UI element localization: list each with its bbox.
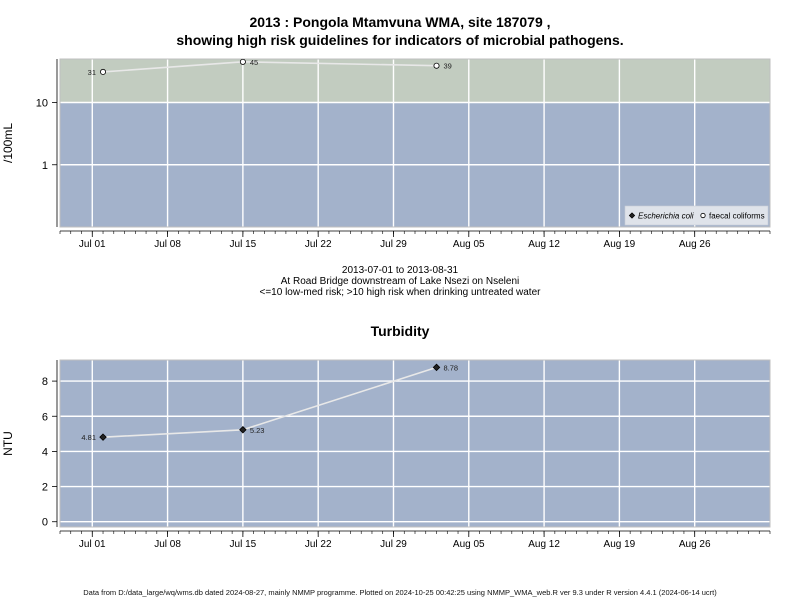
footer-note: Data from D:/data_large/wq/wms.db dated … xyxy=(83,588,717,597)
turbidity-data-point xyxy=(239,426,247,434)
micro-x-tick-label: Aug 05 xyxy=(453,239,485,250)
turbidity-x-tick-label: Aug 26 xyxy=(679,539,711,550)
site-description-text: At Road Bridge downstream of Lake Nsezi … xyxy=(280,276,520,287)
turbidity-data-point xyxy=(99,433,107,441)
micro-data-label: 45 xyxy=(250,58,258,67)
micro-y-axis-label: /100mL xyxy=(1,123,15,163)
turbidity-plot-background xyxy=(60,360,770,527)
turbidity-title: Turbidity xyxy=(370,323,430,339)
turbidity-data-point xyxy=(432,363,441,372)
turbidity-x-tick-label: Jul 01 xyxy=(79,539,106,550)
micro-x-tick-label: Aug 26 xyxy=(679,239,711,250)
turbidity-y-tick-label: 0 xyxy=(42,517,48,529)
micro-data-point xyxy=(239,58,246,65)
micro-plot-frame xyxy=(59,58,771,228)
micro-x-tick-label: Jul 22 xyxy=(305,239,332,250)
turbidity-x-tick-label: Jul 15 xyxy=(230,539,257,550)
turbidity-y-tick-label: 2 xyxy=(42,482,48,494)
micro-x-tick-label: Aug 19 xyxy=(604,239,636,250)
turbidity-x-tick-label: Aug 19 xyxy=(604,539,636,550)
turbidity-y-axis-label: NTU xyxy=(1,431,15,456)
chart-title-line1: 2013 : Pongola Mtamvuna WMA, site 187079… xyxy=(249,14,551,30)
micro-y-tick-label: 1 xyxy=(42,160,48,172)
micro-legend-marker xyxy=(628,212,636,219)
micro-data-point xyxy=(100,68,107,75)
turbidity-y-tick-label: 4 xyxy=(42,446,48,458)
micro-legend-label: Escherichia coli xyxy=(638,212,694,221)
risk-note-text: <=10 low-med risk; >10 high risk when dr… xyxy=(259,287,541,298)
turbidity-x-tick-label: Jul 08 xyxy=(154,539,181,550)
turbidity-x-tick-label: Jul 22 xyxy=(305,539,332,550)
micro-data-point xyxy=(433,62,440,69)
turbidity-y-tick-label: 6 xyxy=(42,411,48,423)
micro-y-tick-label: 10 xyxy=(36,98,48,110)
date-range-text: 2013-07-01 to 2013-08-31 xyxy=(341,265,459,276)
micro-legend-marker xyxy=(700,212,706,219)
turbidity-plot-frame xyxy=(59,359,771,528)
turbidity-x-tick-label: Aug 12 xyxy=(528,539,560,550)
turbidity-data-label: 4.81 xyxy=(81,433,96,442)
turbidity-data-label: 5.23 xyxy=(250,426,265,435)
turbidity-x-tick-label: Aug 05 xyxy=(453,539,485,550)
turbidity-y-tick-label: 8 xyxy=(42,376,48,388)
micro-data-label: 39 xyxy=(444,62,452,71)
micro-x-tick-label: Jul 01 xyxy=(79,239,106,250)
micro-x-tick-label: Jul 29 xyxy=(380,239,407,250)
micro-data-label: 31 xyxy=(88,68,96,77)
micro-legend-box xyxy=(624,205,769,226)
micro-x-tick-label: Jul 08 xyxy=(154,239,181,250)
micro-legend-label: faecal coliforms xyxy=(709,212,765,221)
chart-title-line2: showing high risk guidelines for indicat… xyxy=(176,32,624,48)
turbidity-x-tick-label: Jul 29 xyxy=(380,539,407,550)
turbidity-data-label: 8.78 xyxy=(444,363,459,372)
micro-x-tick-label: Jul 15 xyxy=(230,239,257,250)
micro-x-tick-label: Aug 12 xyxy=(528,239,560,250)
